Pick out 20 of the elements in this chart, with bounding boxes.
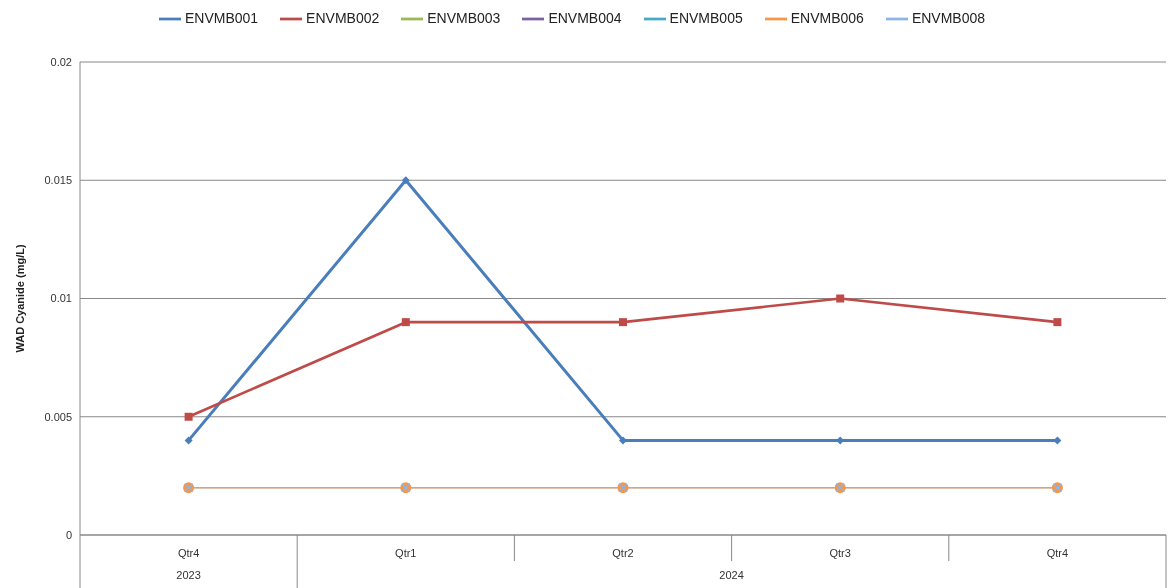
x-tick-label: Qtr3 xyxy=(829,547,851,559)
x-tick-label: Qtr4 xyxy=(177,547,200,559)
y-tick-label: 0.02 xyxy=(50,55,72,68)
x-tick-label: Qtr2 xyxy=(612,547,634,559)
legend-label: ENVMB002 xyxy=(306,9,380,26)
legend-label: ENVMB008 xyxy=(911,9,986,26)
y-axis-title: WAD Cyanide (mg/L) xyxy=(13,244,26,353)
legend-label: ENVMB004 xyxy=(548,9,622,26)
legend-label: ENVMB005 xyxy=(669,9,743,26)
x-tick-label: Qtr4 xyxy=(1046,547,1069,559)
legend-label: ENVMB003 xyxy=(427,9,501,26)
x-tick-label: Qtr1 xyxy=(395,547,417,559)
legend-label: ENVMB006 xyxy=(790,9,864,26)
text: 2023 xyxy=(175,569,202,581)
y-tick-label: 0.005 xyxy=(44,410,72,423)
y-tick-label: 0 xyxy=(65,528,72,541)
legend-label: ENVMB001 xyxy=(184,9,259,26)
y-tick-label: 0.015 xyxy=(44,174,72,187)
text: 2024 xyxy=(718,569,745,581)
y-tick-label: 0.01 xyxy=(50,292,72,305)
